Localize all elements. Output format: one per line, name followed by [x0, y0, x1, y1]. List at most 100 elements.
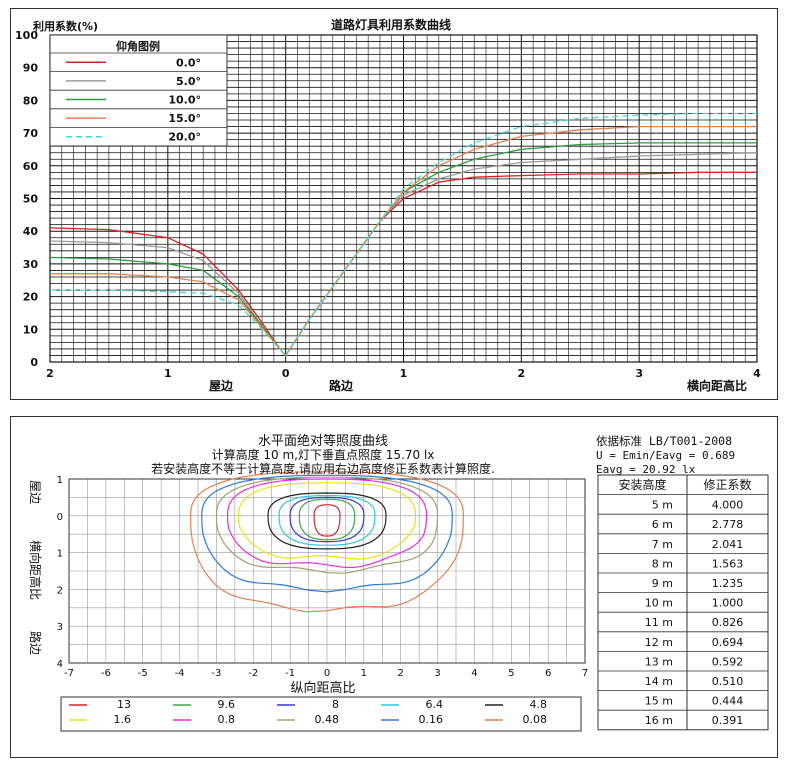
x-tick-label: 0: [324, 668, 330, 679]
contour-y-axis-label: 横向距高比: [28, 540, 43, 600]
legend-label: 10.0°: [168, 94, 201, 107]
contour-legend-label: 6.4: [426, 698, 444, 711]
y-tick-label: 90: [23, 62, 39, 75]
legend-label: 5.0°: [176, 75, 201, 88]
x-tick-label: 2: [398, 668, 404, 679]
contour-line: [278, 495, 376, 546]
y-tick-label: 60: [23, 160, 39, 173]
x-tick-label: -5: [138, 668, 148, 679]
table-header-cell: 安装高度: [618, 477, 666, 492]
y-tick-label: 80: [23, 94, 39, 107]
table-height-cell: 7 m: [652, 538, 673, 551]
contour-title: 水平面绝对等照度曲线: [258, 433, 388, 449]
contour-line: [267, 492, 387, 550]
x-tick-label: 2: [518, 367, 526, 380]
contour-line: [313, 504, 341, 537]
contour-subtitle-line2: 若安装高度不等于计算高度,请应用右边高度修正系数表计算照度.: [151, 461, 495, 476]
table-factor-cell: 0.694: [712, 636, 744, 649]
contour-y-side-top: 屋边: [28, 480, 42, 504]
y-tick-label: 0: [30, 356, 38, 369]
table-height-cell: 11 m: [645, 616, 673, 629]
table-factor-cell: 4.000: [712, 499, 744, 512]
x-tick-label: 1: [400, 367, 408, 380]
x-tick-label: -1: [285, 668, 295, 679]
x-tick-label: 3: [635, 367, 643, 380]
contour-x-axis-label: 纵向距高比: [290, 680, 355, 696]
contour-legend-label: 0.08: [523, 713, 548, 726]
chart-labels: 道路灯具利用系数曲线 利用系数(%) 横向距高比 屋边 路边: [33, 17, 747, 393]
standard-info: 依据标准 LB/T001-2008 U = Emin/Eavg = 0.689 …: [596, 434, 735, 476]
table-frame: [597, 474, 769, 731]
table-height-cell: 14 m: [645, 675, 673, 688]
x-tick-label: -2: [248, 668, 258, 679]
standard-line1: 依据标准 LB/T001-2008: [596, 434, 732, 448]
table-factor-cell: 0.826: [712, 616, 744, 629]
table-height-cell: 8 m: [652, 557, 673, 570]
x-tick-label: 4: [471, 668, 477, 679]
x-tick-label: 1: [164, 367, 172, 380]
y-tick-label: 1: [57, 475, 63, 486]
legend: 仰角图例 0.0° 5.0° 10.0° 15.0° 20.0°: [49, 34, 228, 147]
contour-line: [215, 476, 439, 574]
x-tick-label: 4: [753, 367, 761, 380]
contour-legend-label: 8: [332, 698, 339, 711]
contour-grid: -7 -6 -5 -4 -3 -2 -1 0 1 2 3 4 5 6 7 1 0 1 2 3 4: [57, 475, 589, 679]
y-tick-label: 3: [57, 622, 63, 633]
contour-line: [237, 482, 417, 560]
y-tick-label: 70: [23, 127, 39, 140]
isolux-chart: -7 -6 -5 -4 -3 -2 -1 0 1 2 3 4 5 6 7 1 0 1 2 3 4 水平面绝对等照度曲线 …: [28, 433, 769, 732]
standard-line2: U = Emin/Eavg = 0.689: [596, 449, 735, 462]
table-height-cell: 16 m: [645, 714, 673, 727]
table-height-cell: 9 m: [652, 577, 673, 590]
contour-line: [289, 496, 365, 543]
correction-table: 安装高度 修正系数 5 m 4.000 6 m 2.778 7 m 2.041 8 m 1.563…: [597, 474, 769, 731]
x-side-center-label: 路边: [329, 378, 354, 393]
contour-line: [226, 478, 428, 569]
table-header-cell: 修正系数: [703, 477, 751, 492]
x-tick-label: 1: [361, 668, 367, 679]
series-line: [50, 112, 757, 357]
x-side-left-label: 屋边: [209, 378, 234, 393]
chart-title: 道路灯具利用系数曲线: [331, 17, 451, 32]
table-factor-cell: 2.778: [712, 518, 744, 531]
contour-line: [189, 470, 465, 613]
y-tick-label: 1: [57, 549, 63, 560]
y-tick-label: 40: [23, 225, 39, 238]
table-factor-cell: 0.592: [712, 655, 744, 668]
contour-line: [201, 474, 453, 593]
x-tick-label: -6: [101, 668, 111, 679]
table-factor-cell: 0.510: [712, 675, 744, 688]
contour-subtitle-line1: 计算高度 10 m,灯下垂直点照度 15.70 lx: [212, 447, 435, 462]
isolux-panel: -7 -6 -5 -4 -3 -2 -1 0 1 2 3 4 5 6 7 1 0 1 2 3 4 水平面绝对等照度曲线 …: [10, 416, 778, 758]
x-tick-label: 3: [434, 668, 440, 679]
plot-frame: [49, 34, 758, 363]
standard-line3: Eavg = 20.92 lx: [596, 463, 696, 476]
utilization-chart-panel: 0 10 20 30 40 50 60 70 80 90 100 2 1 0 1 2 3 4 仰角图例 0.0° 5…: [10, 8, 778, 400]
contour-line: [298, 498, 356, 541]
table-height-cell: 15 m: [645, 695, 673, 708]
y-axis-label: 利用系数(%): [33, 19, 98, 33]
contour-legend-label: 9.6: [218, 698, 236, 711]
contour-legend-label: 0.48: [315, 713, 340, 726]
contour-legend-box: [60, 696, 582, 732]
y-tick-label: 2: [57, 585, 63, 596]
table-factor-cell: 1.563: [712, 557, 744, 570]
x-tick-label: -3: [211, 668, 221, 679]
table-factor-cell: 2.041: [712, 538, 744, 551]
table-factor-cell: 1.235: [712, 577, 744, 590]
x-tick-label: -7: [64, 668, 74, 679]
table-factor-cell: 0.444: [712, 695, 744, 708]
legend-label: 15.0°: [168, 112, 201, 125]
table-height-cell: 12 m: [645, 636, 673, 649]
table-height-cell: 5 m: [652, 499, 673, 512]
x-tick-label: 2: [46, 367, 54, 380]
table-height-cell: 13 m: [645, 655, 673, 668]
y-tick-label: 4: [57, 659, 63, 670]
y-tick-label: 30: [23, 258, 39, 271]
x-tick-label: 5: [508, 668, 514, 679]
table-factor-cell: 0.391: [712, 714, 744, 727]
x-tick-label: 6: [545, 668, 551, 679]
contour-legend-label: 0.16: [419, 713, 444, 726]
